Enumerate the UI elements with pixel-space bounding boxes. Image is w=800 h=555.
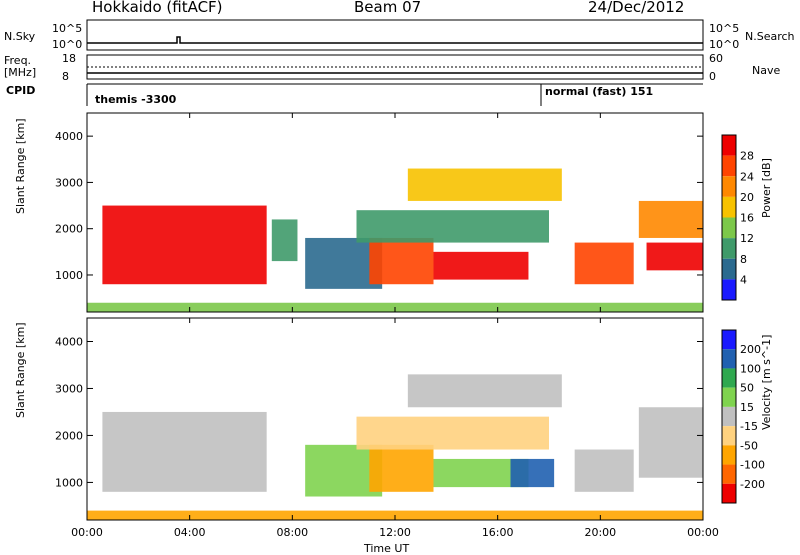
beam-label: Beam 07	[354, 0, 422, 16]
power-echo-region-5	[356, 210, 549, 243]
freq-hi-tick: 18	[62, 52, 76, 65]
freq-unit-label: [MHz]	[4, 66, 37, 79]
ytick-label: 1000	[55, 476, 83, 489]
colorbar-cell	[722, 349, 736, 369]
colorbar-tick-label: -100	[740, 459, 765, 472]
colorbar-cell	[722, 258, 736, 280]
velocity-echo-region-1	[305, 444, 383, 497]
nave-label: Nave	[752, 64, 781, 77]
xtick-label: 00:00	[687, 526, 719, 539]
colorbar-cell	[722, 155, 736, 177]
xtick-label: 12:00	[379, 526, 411, 539]
ytick-label: 2000	[55, 223, 83, 236]
ytick-label: 4000	[55, 335, 83, 348]
ytick-label: 2000	[55, 429, 83, 442]
velocity-echo-region-0	[102, 411, 267, 492]
nsearch-label: N.Search	[745, 30, 795, 43]
xtick-label: 08:00	[276, 526, 308, 539]
station-title: Hokkaido (fitACF)	[92, 0, 223, 16]
cpid-first-label: themis -3300	[95, 93, 177, 106]
nsky-panel	[86, 19, 704, 51]
colorbar-cell	[722, 483, 736, 503]
ytick-label: 4000	[55, 130, 83, 143]
colorbar-cell	[722, 330, 736, 350]
power-echo-region-2	[305, 237, 383, 289]
velocity-echo-region-7	[574, 449, 634, 492]
nsky-trace	[87, 36, 703, 44]
xtick-label: 16:00	[482, 526, 514, 539]
colorbar-tick-label: 4	[740, 273, 747, 286]
date-label: 24/Dec/2012	[588, 0, 685, 16]
colorbar-cell	[722, 445, 736, 465]
nsky-lo-tick: 10^0	[52, 38, 83, 51]
colorbar-tick-label: 200	[740, 343, 761, 356]
colorbar-frame	[721, 134, 737, 301]
power-echo-region-1	[271, 219, 298, 262]
power-echo-region-9	[638, 200, 703, 238]
nsky-label: N.Sky	[4, 30, 36, 43]
colorbar-cell	[722, 406, 736, 427]
xtick-label: 00:00	[71, 526, 103, 539]
nave-lo-tick: 0	[709, 70, 716, 83]
colorbar-tick-label: 20	[740, 191, 754, 204]
xtick-label: 04:00	[174, 526, 206, 539]
power-echo-region-8	[646, 242, 703, 271]
freq-label: Freq.	[4, 54, 32, 67]
power-echo-region-7	[574, 242, 634, 285]
colorbar-tick-label: 100	[740, 362, 761, 375]
colorbar-tick-label: -15	[740, 420, 758, 433]
colorbar-tick-label: 12	[740, 232, 754, 245]
colorbar-cell	[722, 387, 736, 407]
xtick-label: 20:00	[584, 526, 616, 539]
power-echo-region-6	[407, 168, 562, 201]
nsearch-hi-tick: 10^5	[709, 22, 740, 35]
colorbar-tick-label: -50	[740, 439, 758, 452]
velocity-echo-region-8	[638, 407, 703, 478]
colorbar-cell	[722, 135, 736, 156]
freq-lo-tick: 8	[62, 70, 69, 83]
cpid-label: CPID	[6, 84, 36, 97]
nsearch-lo-tick: 10^0	[709, 38, 740, 51]
velocity-xlabel: Time UT	[364, 542, 410, 555]
ytick-label: 3000	[55, 176, 83, 189]
colorbar-tick-label: 8	[740, 253, 747, 266]
nave-hi-tick: 60	[709, 52, 723, 65]
colorbar-cell	[722, 464, 736, 484]
colorbar-cell	[722, 196, 736, 218]
power-echo-region-4	[433, 251, 529, 280]
power-echo-region-0	[102, 205, 267, 285]
power-echo-region-3	[369, 237, 434, 285]
colorbar-tick-label: 15	[740, 401, 754, 414]
colorbar-tick-label: 24	[740, 170, 754, 183]
colorbar-tick-label: 16	[740, 212, 754, 225]
colorbar-tick-label: 28	[740, 150, 754, 163]
colorbar-cell	[722, 426, 736, 446]
velocity-echo-region-4	[510, 458, 555, 488]
colorbar-cell	[722, 176, 736, 197]
nsky-hi-tick: 10^5	[52, 22, 83, 35]
colorbar-cell	[722, 217, 736, 239]
colorbar-cell	[722, 238, 736, 259]
ytick-label: 3000	[55, 382, 83, 395]
ytick-label: 1000	[55, 269, 83, 282]
colorbar-cell	[722, 279, 736, 300]
colorbar-frame	[721, 329, 737, 504]
velocity-echo-region-6	[407, 374, 562, 408]
colorbar-cell	[722, 368, 736, 388]
colorbar-tick-label: -200	[740, 478, 765, 491]
velocity-echo-region-2	[369, 444, 434, 492]
cpid-second-label: normal (fast) 151	[545, 85, 654, 98]
colorbar-tick-label: 50	[740, 382, 754, 395]
velocity-echo-region-5	[356, 416, 549, 450]
